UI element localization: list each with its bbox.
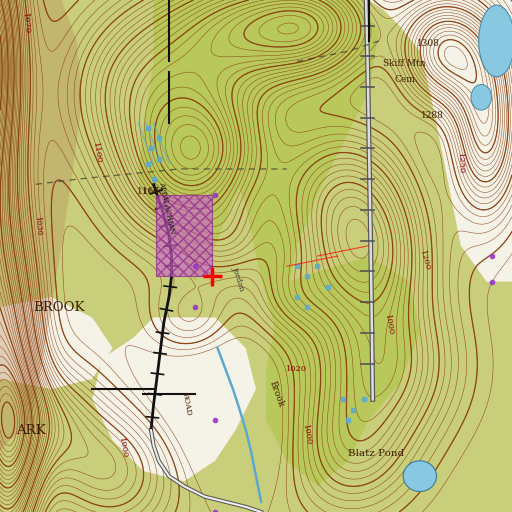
Text: 1020: 1020 bbox=[286, 365, 308, 373]
Text: Blatz Pond: Blatz Pond bbox=[348, 449, 404, 458]
Text: 1070: 1070 bbox=[20, 12, 31, 34]
Text: 1250: 1250 bbox=[456, 153, 465, 175]
Polygon shape bbox=[0, 0, 82, 451]
Text: 1000: 1000 bbox=[383, 314, 395, 336]
Polygon shape bbox=[236, 0, 379, 333]
Ellipse shape bbox=[403, 461, 436, 492]
Text: 1100: 1100 bbox=[92, 142, 103, 165]
Text: 1000: 1000 bbox=[117, 437, 129, 459]
Ellipse shape bbox=[471, 84, 492, 110]
Text: APPALACHIAN: APPALACHIAN bbox=[157, 180, 176, 234]
Text: 1036: 1036 bbox=[34, 215, 43, 236]
Text: 1000: 1000 bbox=[302, 424, 313, 446]
Ellipse shape bbox=[479, 5, 512, 77]
Text: 1167: 1167 bbox=[137, 187, 160, 197]
Text: 1308: 1308 bbox=[417, 39, 439, 48]
Polygon shape bbox=[369, 0, 512, 282]
Polygon shape bbox=[92, 317, 256, 481]
Text: Brook: Brook bbox=[268, 380, 285, 409]
Text: ROAD: ROAD bbox=[181, 392, 193, 417]
Bar bbox=[156, 195, 212, 276]
Text: Jordan: Jordan bbox=[230, 266, 246, 292]
Text: 1288: 1288 bbox=[421, 111, 444, 120]
Polygon shape bbox=[266, 256, 420, 486]
Polygon shape bbox=[138, 0, 333, 282]
Text: Skiff Mtn: Skiff Mtn bbox=[383, 59, 426, 69]
Polygon shape bbox=[0, 297, 113, 389]
Text: 1200: 1200 bbox=[418, 250, 432, 272]
Text: Cem.: Cem. bbox=[394, 75, 418, 84]
Text: ARK: ARK bbox=[16, 423, 46, 437]
Text: BROOK: BROOK bbox=[33, 301, 84, 314]
Text: 1167: 1167 bbox=[143, 188, 164, 196]
